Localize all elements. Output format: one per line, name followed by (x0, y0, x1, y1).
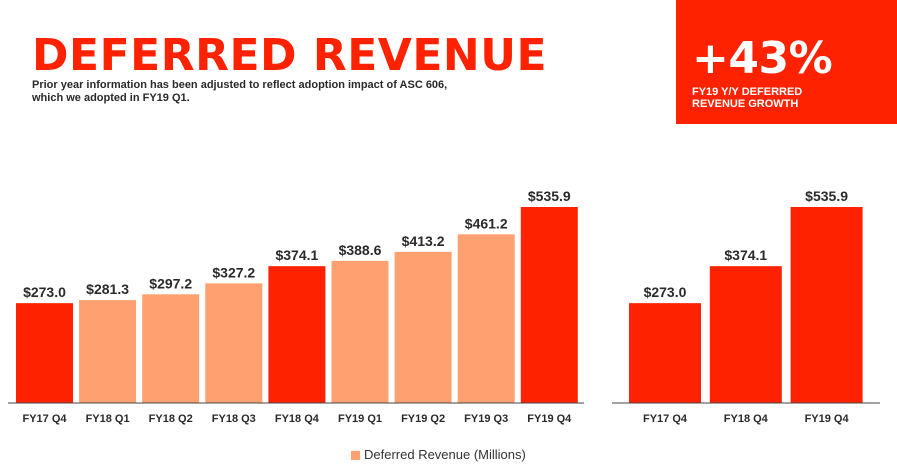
quarterly-bar-3 (205, 283, 263, 403)
quarterly-bar-5 (331, 260, 389, 403)
quarterly-tick-label-6: FY19 Q2 (401, 413, 445, 425)
quarterly-tick-label-8: FY19 Q4 (527, 413, 572, 425)
quarterly-data-label-0: $273.0 (23, 284, 66, 300)
quarterly-bar-6 (394, 251, 452, 403)
annual-data-label-0: $273.0 (644, 284, 687, 300)
annual-data-label-2: $535.9 (805, 188, 848, 204)
quarterly-data-label-1: $281.3 (86, 281, 129, 297)
annual-bar-1 (709, 266, 782, 403)
quarterly-tick-label-2: FY18 Q2 (149, 413, 193, 425)
quarterly-tick-label-1: FY18 Q1 (86, 413, 130, 425)
kpi-box: +43% FY19 Y/Y DEFERRED REVENUE GROWTH (676, 0, 897, 124)
annual-bar-0 (629, 303, 701, 403)
page-subtitle: Prior year information has been adjusted… (32, 79, 448, 104)
annual-tick-label-2: FY19 Q4 (805, 413, 850, 425)
quarterly-bar-1 (79, 300, 137, 403)
chart-legend: Deferred Revenue (Millions) (351, 447, 526, 463)
quarterly-tick-label-5: FY19 Q1 (338, 413, 382, 425)
annual-data-label-1: $374.1 (724, 247, 767, 263)
quarterly-data-label-7: $461.2 (465, 215, 508, 231)
quarterly-tick-label-4: FY18 Q4 (275, 413, 320, 425)
quarterly-tick-label-0: FY17 Q4 (22, 413, 67, 425)
quarterly-bar-2 (142, 294, 200, 403)
quarterly-bar-7 (457, 234, 515, 403)
quarterly-data-label-2: $297.2 (149, 275, 192, 291)
annual-bar-2 (790, 207, 863, 403)
legend-label: Deferred Revenue (Millions) (364, 447, 526, 462)
kpi-label: FY19 Y/Y DEFERRED REVENUE GROWTH (692, 86, 803, 110)
annual-tick-label-1: FY18 Q4 (724, 413, 769, 425)
kpi-value: +43% (692, 33, 833, 84)
quarterly-bar-0 (16, 303, 73, 403)
page-title: DEFERRED REVENUE (32, 30, 548, 81)
quarterly-bar-8 (520, 207, 578, 403)
legend-swatch (351, 450, 360, 460)
quarterly-data-label-8: $535.9 (528, 188, 571, 204)
annual-tick-label-0: FY17 Q4 (643, 413, 688, 425)
quarterly-data-label-3: $327.2 (212, 264, 255, 280)
quarterly-tick-label-3: FY18 Q3 (212, 413, 256, 425)
quarterly-data-label-5: $388.6 (339, 242, 382, 258)
quarterly-tick-label-7: FY19 Q3 (464, 413, 508, 425)
quarterly-bar-4 (268, 266, 326, 403)
quarterly-data-label-6: $413.2 (402, 233, 445, 249)
quarterly-data-label-4: $374.1 (275, 247, 318, 263)
